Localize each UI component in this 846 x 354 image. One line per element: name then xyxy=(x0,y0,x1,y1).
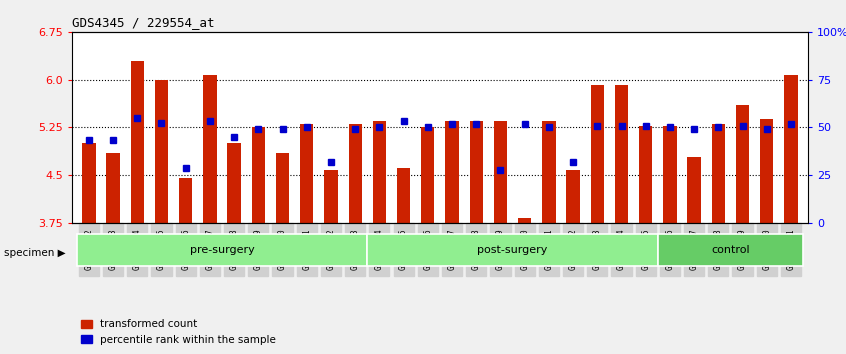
Bar xyxy=(711,124,725,223)
Bar xyxy=(542,121,556,223)
Bar xyxy=(518,218,531,223)
Bar xyxy=(179,178,192,223)
Bar xyxy=(445,121,459,223)
Bar xyxy=(107,153,120,223)
Bar xyxy=(688,158,700,223)
Bar xyxy=(784,75,798,223)
Bar xyxy=(82,143,96,223)
FancyBboxPatch shape xyxy=(367,234,658,266)
Bar xyxy=(324,170,338,223)
Bar xyxy=(639,126,652,223)
FancyBboxPatch shape xyxy=(77,234,367,266)
Bar xyxy=(591,85,604,223)
Bar xyxy=(663,126,677,223)
Bar xyxy=(300,124,313,223)
Bar xyxy=(397,167,410,223)
Bar xyxy=(736,105,750,223)
Bar xyxy=(615,85,629,223)
Bar xyxy=(251,127,265,223)
Bar xyxy=(349,124,362,223)
Text: specimen ▶: specimen ▶ xyxy=(4,248,66,258)
Bar xyxy=(228,143,241,223)
Bar xyxy=(203,75,217,223)
Text: control: control xyxy=(711,245,750,255)
Bar xyxy=(494,121,507,223)
Text: post-surgery: post-surgery xyxy=(477,245,547,255)
Bar xyxy=(470,121,483,223)
Bar xyxy=(567,170,580,223)
Bar xyxy=(421,127,435,223)
Legend: transformed count, percentile rank within the sample: transformed count, percentile rank withi… xyxy=(77,315,280,349)
Bar xyxy=(130,61,144,223)
Text: pre-surgery: pre-surgery xyxy=(190,245,255,255)
Bar xyxy=(760,119,773,223)
Text: GDS4345 / 229554_at: GDS4345 / 229554_at xyxy=(72,16,214,29)
FancyBboxPatch shape xyxy=(658,234,803,266)
Bar xyxy=(373,121,386,223)
Bar xyxy=(276,153,289,223)
Bar xyxy=(155,80,168,223)
